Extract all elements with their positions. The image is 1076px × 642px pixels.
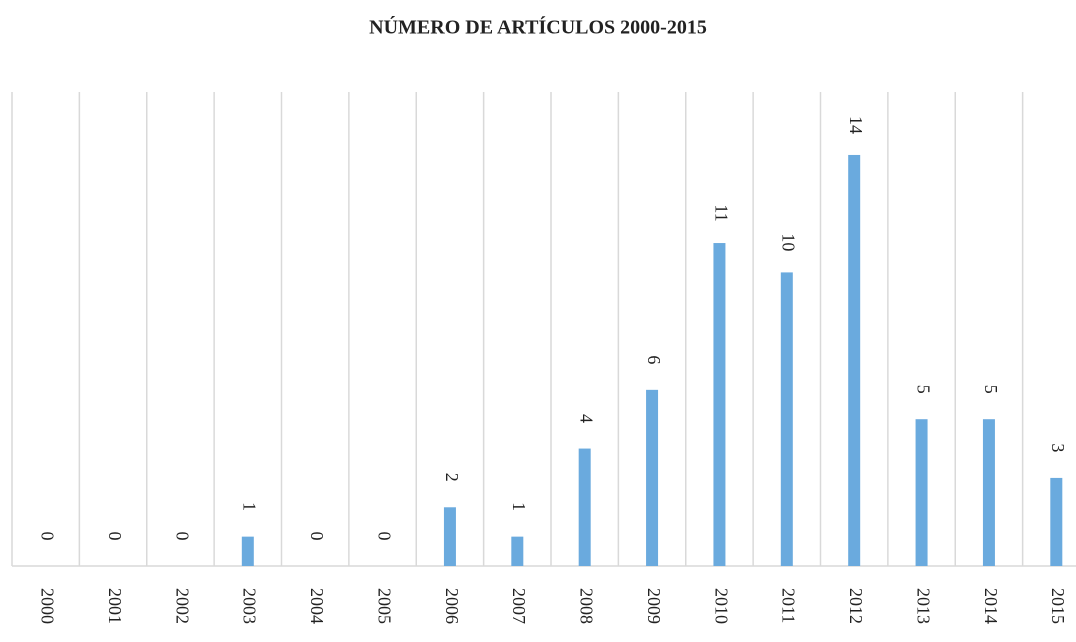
x-tick-label: 2015: [1048, 588, 1068, 624]
x-tick-label: 2009: [644, 588, 664, 624]
data-label: 0: [307, 532, 327, 541]
bar: [578, 448, 591, 566]
x-tick-label: 2003: [240, 588, 260, 624]
data-label: 1: [240, 502, 260, 511]
data-label: 6: [644, 355, 664, 364]
data-label: 0: [105, 532, 125, 541]
bar: [780, 272, 793, 566]
bar: [511, 536, 524, 566]
x-tick-label: 2007: [509, 588, 529, 624]
data-label: 0: [172, 532, 192, 541]
chart-title: NÚMERO DE ARTÍCULOS 2000-2015: [369, 15, 707, 39]
x-tick-label: 2000: [38, 588, 58, 624]
bar: [982, 419, 995, 566]
data-label: 10: [779, 233, 799, 251]
x-tick-label: 2006: [442, 588, 462, 624]
data-label: 5: [913, 385, 933, 394]
bar: [443, 507, 456, 566]
bar: [713, 243, 726, 567]
x-tick-label: 2012: [846, 588, 866, 624]
bar: [848, 154, 861, 566]
x-tick-label: 2014: [981, 588, 1001, 624]
data-label: 5: [981, 385, 1001, 394]
bar: [915, 419, 928, 566]
data-label: 14: [846, 116, 866, 134]
x-tick-label: 2002: [172, 588, 192, 624]
x-tick-label: 2010: [711, 588, 731, 624]
x-tick-label: 2001: [105, 588, 125, 624]
data-label: 2: [442, 473, 462, 482]
bar: [646, 389, 659, 566]
x-tick-label: 2008: [577, 588, 597, 624]
data-label: 0: [38, 532, 58, 541]
x-tick-label: 2004: [307, 588, 327, 624]
x-tick-label: 2011: [779, 588, 799, 623]
data-label: 0: [374, 532, 394, 541]
data-label: 4: [577, 414, 597, 423]
data-label: 3: [1048, 443, 1068, 452]
x-tick-label: 2005: [374, 588, 394, 624]
data-label: 11: [711, 204, 731, 221]
x-tick-label: 2013: [913, 588, 933, 624]
bar: [241, 536, 254, 566]
data-label: 1: [509, 502, 529, 511]
bar: [1050, 477, 1063, 566]
